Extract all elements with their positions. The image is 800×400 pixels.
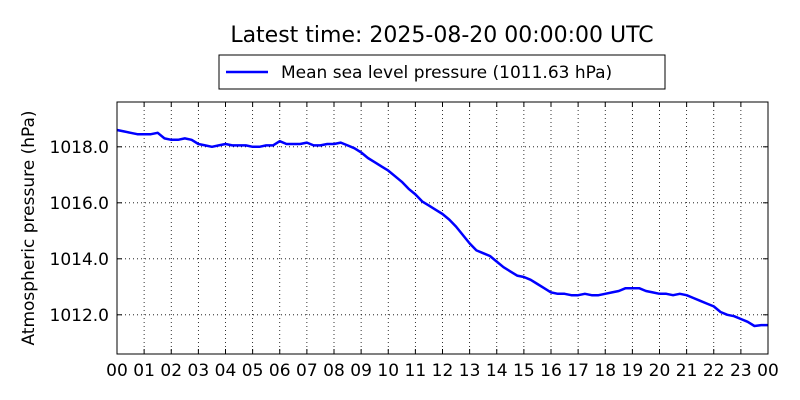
legend: Mean sea level pressure (1011.63 hPa) — [218, 54, 666, 90]
x-tick-label: 16 — [540, 361, 562, 381]
y-tick-label: 1018.0 — [50, 138, 109, 158]
x-tick-label: 21 — [676, 361, 698, 381]
x-tick-label: 03 — [188, 361, 210, 381]
legend-series-label: Mean sea level pressure (1011.63 hPa) — [281, 63, 612, 83]
x-tick-label: 09 — [350, 361, 372, 381]
y-tick-label: 1012.0 — [50, 306, 109, 326]
x-tick-label: 01 — [133, 361, 155, 381]
x-tick-label: 23 — [730, 361, 752, 381]
x-tick-label: 00 — [757, 361, 779, 381]
x-tick-label: 19 — [622, 361, 644, 381]
x-tick-label: 07 — [296, 361, 318, 381]
x-tick-label: 17 — [567, 361, 589, 381]
x-tick-label: 15 — [513, 361, 535, 381]
y-axis-label: Atmospheric pressure (hPa) — [19, 110, 39, 345]
x-tick-label: 04 — [215, 361, 237, 381]
x-tick-label: 10 — [377, 361, 399, 381]
x-tick-label: 02 — [160, 361, 182, 381]
y-tick-label: 1014.0 — [50, 250, 109, 270]
x-tick-label: 06 — [269, 361, 291, 381]
legend-box — [218, 54, 666, 90]
chart-title: Latest time: 2025-08-20 00:00:00 UTC — [230, 23, 653, 48]
grid — [117, 102, 768, 354]
series-layer — [116, 128, 768, 328]
x-tick-label: 20 — [649, 361, 671, 381]
x-tick-label: 13 — [459, 361, 481, 381]
x-tick-label: 05 — [242, 361, 264, 381]
x-tick-label: 11 — [405, 361, 427, 381]
plot-area — [117, 102, 768, 354]
x-tick-label: 08 — [323, 361, 345, 381]
x-tick-label: 22 — [703, 361, 725, 381]
x-tick-label: 12 — [432, 361, 454, 381]
x-tick-label: 14 — [486, 361, 508, 381]
series-line — [116, 128, 768, 328]
x-tick-label: 18 — [594, 361, 616, 381]
ticks: 00 01 02 03 04 05 06 07 08 09 10 11 12 13 14 15 16 17 18 19… — [50, 102, 779, 381]
y-tick-label: 1016.0 — [50, 194, 109, 214]
x-tick-label: 00 — [106, 361, 128, 381]
